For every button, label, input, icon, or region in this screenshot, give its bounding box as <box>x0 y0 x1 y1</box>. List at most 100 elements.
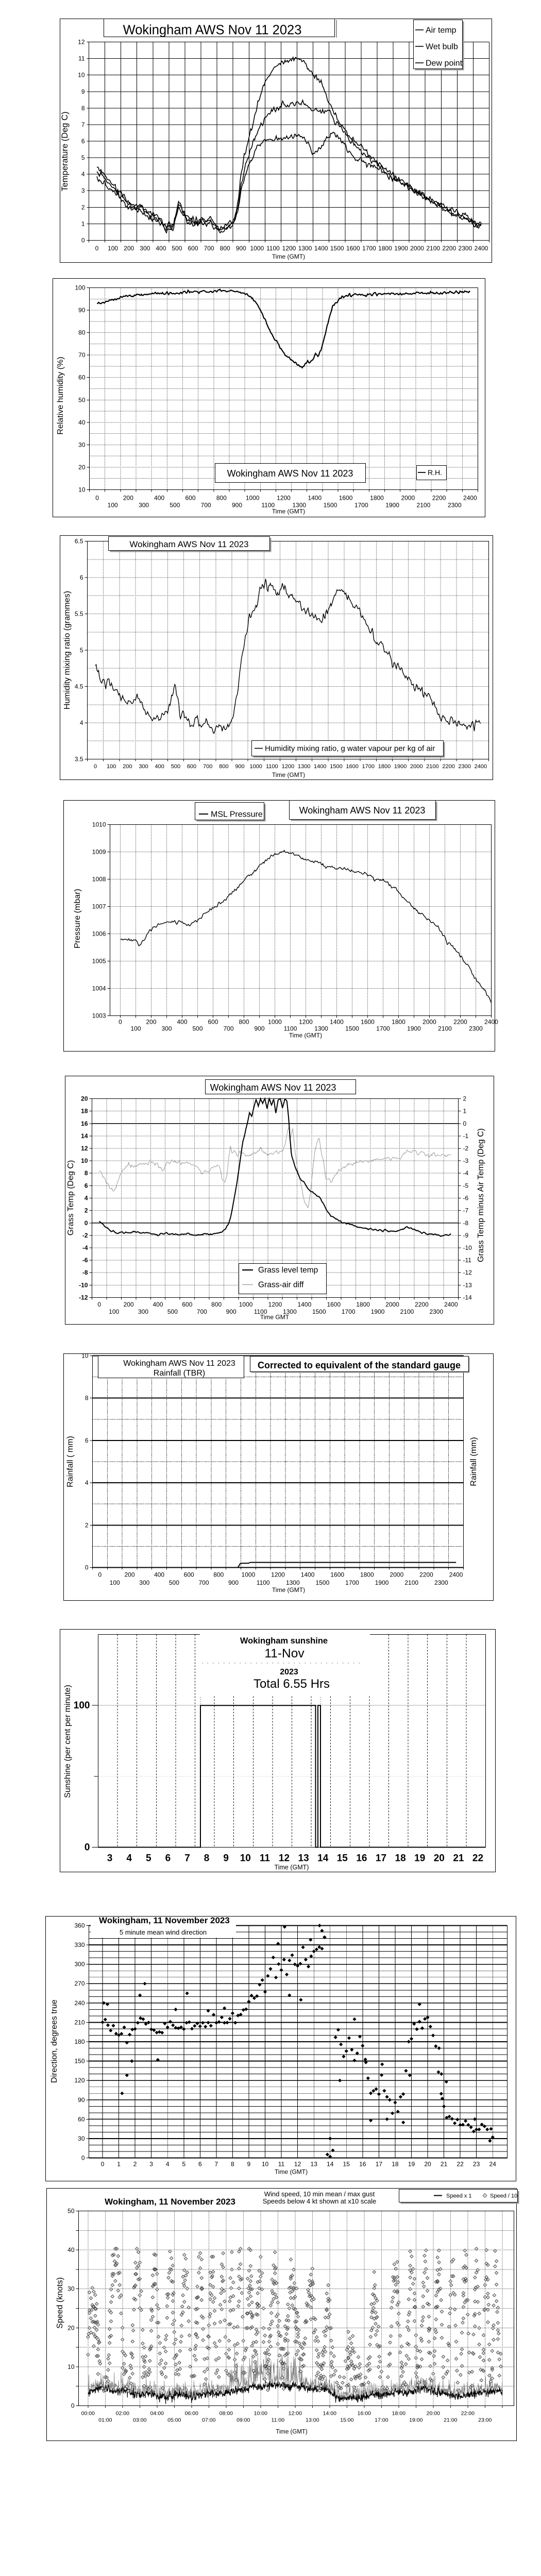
svg-text:1200: 1200 <box>271 1571 285 1579</box>
svg-text:14: 14 <box>327 2161 334 2168</box>
svg-text:900: 900 <box>228 1579 239 1586</box>
svg-text:-10: -10 <box>79 1281 88 1289</box>
svg-text:09:00: 09:00 <box>236 2417 250 2424</box>
svg-text:400: 400 <box>177 1019 187 1026</box>
svg-text:02:00: 02:00 <box>116 2411 129 2417</box>
svg-text:1900: 1900 <box>385 502 399 509</box>
svg-text:90: 90 <box>78 307 86 314</box>
svg-text:500: 500 <box>169 1579 179 1586</box>
svg-text:1900: 1900 <box>407 1025 421 1032</box>
svg-text:8: 8 <box>84 1170 88 1177</box>
svg-text:700: 700 <box>198 1579 209 1586</box>
svg-text:11: 11 <box>260 1853 270 1864</box>
svg-text:1500: 1500 <box>312 1308 326 1315</box>
svg-text:1000: 1000 <box>246 495 260 502</box>
svg-text:150: 150 <box>74 2058 84 2065</box>
svg-text:1009: 1009 <box>92 849 106 856</box>
svg-text:2300: 2300 <box>434 1579 448 1586</box>
svg-text:14: 14 <box>317 1853 329 1864</box>
svg-text:1300: 1300 <box>314 1025 328 1032</box>
svg-text:800: 800 <box>219 764 228 770</box>
svg-text:1400: 1400 <box>314 245 328 252</box>
svg-text:2300: 2300 <box>459 245 472 252</box>
svg-text:1300: 1300 <box>283 1308 297 1315</box>
svg-text:Speeds below 4 kt shown at x10: Speeds below 4 kt shown at x10 scale <box>263 2197 376 2205</box>
svg-text:100: 100 <box>110 1579 120 1586</box>
svg-text:2000: 2000 <box>410 764 422 770</box>
svg-text:13: 13 <box>298 1853 309 1864</box>
svg-text:8: 8 <box>204 1853 210 1864</box>
svg-text:400: 400 <box>154 1571 164 1579</box>
svg-text:180: 180 <box>74 2038 84 2045</box>
svg-text:1100: 1100 <box>257 1579 270 1586</box>
svg-text:Total 6.55 Hrs: Total 6.55 Hrs <box>253 1677 330 1691</box>
svg-text:16: 16 <box>359 2161 366 2168</box>
svg-text:200: 200 <box>123 495 133 502</box>
svg-text:18:00: 18:00 <box>392 2411 405 2417</box>
svg-text:10: 10 <box>240 1853 251 1864</box>
svg-text:20: 20 <box>81 1095 88 1103</box>
svg-text:6: 6 <box>198 2161 202 2168</box>
svg-text:2200: 2200 <box>419 1571 433 1579</box>
svg-text:Pressure (mbar): Pressure (mbar) <box>73 889 82 948</box>
svg-text:1800: 1800 <box>378 245 392 252</box>
svg-text:Humidity mixing ratio, g water: Humidity mixing ratio, g water vapour pe… <box>265 744 435 753</box>
svg-text:800: 800 <box>216 495 227 502</box>
svg-text:2: 2 <box>85 1521 89 1529</box>
svg-text:06:00: 06:00 <box>185 2411 198 2417</box>
svg-text:800: 800 <box>220 245 230 252</box>
svg-text:20: 20 <box>78 464 86 471</box>
svg-text:1600: 1600 <box>327 1301 341 1308</box>
svg-text:20: 20 <box>424 2161 431 2168</box>
svg-text:270: 270 <box>74 1980 84 1987</box>
svg-text:2100: 2100 <box>426 764 438 770</box>
svg-text:12: 12 <box>279 1853 290 1864</box>
svg-text:9: 9 <box>81 88 85 95</box>
svg-text:2400: 2400 <box>475 764 487 770</box>
svg-text:1: 1 <box>81 220 85 227</box>
svg-text:12: 12 <box>294 2161 301 2168</box>
svg-text:-1: -1 <box>463 1132 469 1140</box>
svg-text:20: 20 <box>434 1853 445 1864</box>
svg-text:-4: -4 <box>82 1244 88 1251</box>
svg-text:1500: 1500 <box>330 764 342 770</box>
svg-text:18: 18 <box>81 1108 88 1115</box>
svg-text:4: 4 <box>80 719 83 726</box>
svg-text:1200: 1200 <box>277 495 291 502</box>
svg-text:1300: 1300 <box>286 1579 300 1586</box>
svg-text:0: 0 <box>97 1301 101 1308</box>
svg-text:15:00: 15:00 <box>340 2417 353 2424</box>
svg-text:2300: 2300 <box>459 764 471 770</box>
svg-text:2400: 2400 <box>449 1571 463 1579</box>
svg-text:Wokingham AWS Nov 11 2023: Wokingham AWS Nov 11 2023 <box>210 1082 336 1093</box>
svg-text:200: 200 <box>124 245 134 252</box>
svg-text:210: 210 <box>74 2019 84 2026</box>
svg-text:0: 0 <box>98 1571 102 1579</box>
svg-text:Wokingham, 11 November 2023: Wokingham, 11 November 2023 <box>105 2197 235 2207</box>
svg-text:2100: 2100 <box>438 1025 452 1032</box>
svg-text:600: 600 <box>188 245 198 252</box>
svg-text:23:00: 23:00 <box>478 2417 492 2424</box>
svg-text:300: 300 <box>138 1308 148 1315</box>
svg-text:1200: 1200 <box>282 245 296 252</box>
svg-text:6: 6 <box>81 138 85 145</box>
svg-text:1800: 1800 <box>378 764 391 770</box>
svg-text:2: 2 <box>84 1207 88 1214</box>
svg-text:15: 15 <box>337 1853 348 1864</box>
svg-text:300: 300 <box>139 502 149 509</box>
svg-text:03:00: 03:00 <box>133 2417 146 2424</box>
svg-text:1400: 1400 <box>298 1301 312 1308</box>
svg-text:1010: 1010 <box>92 821 106 828</box>
svg-text:100: 100 <box>109 1308 119 1315</box>
svg-text:Relative humidity (%): Relative humidity (%) <box>56 357 65 434</box>
svg-text:1500: 1500 <box>316 1579 330 1586</box>
svg-text:1800: 1800 <box>392 1019 405 1026</box>
svg-text:400: 400 <box>156 245 166 252</box>
svg-text:0: 0 <box>463 1120 467 1127</box>
svg-text:90: 90 <box>78 2096 85 2104</box>
svg-text:Rainfall (TBR): Rainfall (TBR) <box>154 1369 205 1378</box>
svg-text:-10: -10 <box>463 1244 472 1251</box>
svg-text:-8: -8 <box>82 1269 88 1276</box>
svg-text:1100: 1100 <box>284 1025 297 1032</box>
svg-text:8: 8 <box>85 1395 89 1402</box>
